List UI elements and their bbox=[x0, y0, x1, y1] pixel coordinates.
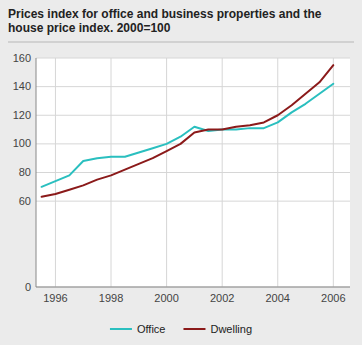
y-grid-line bbox=[36, 115, 350, 116]
title-line: Prices index for office and business pro… bbox=[8, 7, 322, 21]
plot-background bbox=[36, 58, 350, 287]
series-line bbox=[42, 65, 334, 197]
legend-swatch bbox=[183, 328, 205, 330]
x-tick-label: 2000 bbox=[154, 292, 178, 304]
y-tick-label: 80 bbox=[19, 166, 31, 178]
y-grid-line bbox=[36, 86, 350, 87]
legend-label: Office bbox=[137, 323, 166, 335]
series-line bbox=[42, 84, 334, 187]
x-grid-line bbox=[333, 58, 334, 287]
x-tick-label: 2004 bbox=[266, 292, 290, 304]
background bbox=[0, 0, 362, 345]
y-grid-line bbox=[36, 58, 350, 59]
y-grid-line bbox=[36, 143, 350, 144]
x-tick-label: 2006 bbox=[321, 292, 345, 304]
y-tick-label: 0 bbox=[25, 281, 31, 293]
chart-svg: Prices index for office and business pro… bbox=[0, 0, 362, 345]
y-tick-label: 160 bbox=[13, 52, 31, 64]
x-grid-line bbox=[222, 58, 223, 287]
y-grid-line bbox=[36, 287, 350, 288]
legend-swatch bbox=[110, 328, 132, 330]
x-grid-line bbox=[111, 58, 112, 287]
title-line: house price index. 2000=100 bbox=[8, 21, 171, 35]
title: Prices index for office and business pro… bbox=[8, 7, 322, 35]
chart-container: Prices index for office and business pro… bbox=[0, 0, 362, 345]
legend: Office Dwelling bbox=[110, 323, 252, 335]
x-grid-line bbox=[166, 58, 167, 287]
x-tick-label: 2002 bbox=[210, 292, 234, 304]
y-tick-label: 140 bbox=[13, 80, 31, 92]
x-axis-line bbox=[36, 287, 350, 288]
x-grid-line bbox=[55, 58, 56, 287]
y-grid-line bbox=[36, 201, 350, 202]
legend-label: Dwelling bbox=[210, 323, 252, 335]
x-tick-label: 1996 bbox=[43, 292, 67, 304]
y-tick-label: 60 bbox=[19, 195, 31, 207]
y-grid-line bbox=[36, 172, 350, 173]
series-group bbox=[42, 65, 334, 197]
y-tick-label: 100 bbox=[13, 137, 31, 149]
title-separator bbox=[8, 42, 354, 43]
x-grid-line bbox=[277, 58, 278, 287]
x-tick-label: 1998 bbox=[99, 292, 123, 304]
y-axis-line bbox=[36, 58, 37, 287]
y-tick-label: 120 bbox=[13, 109, 31, 121]
